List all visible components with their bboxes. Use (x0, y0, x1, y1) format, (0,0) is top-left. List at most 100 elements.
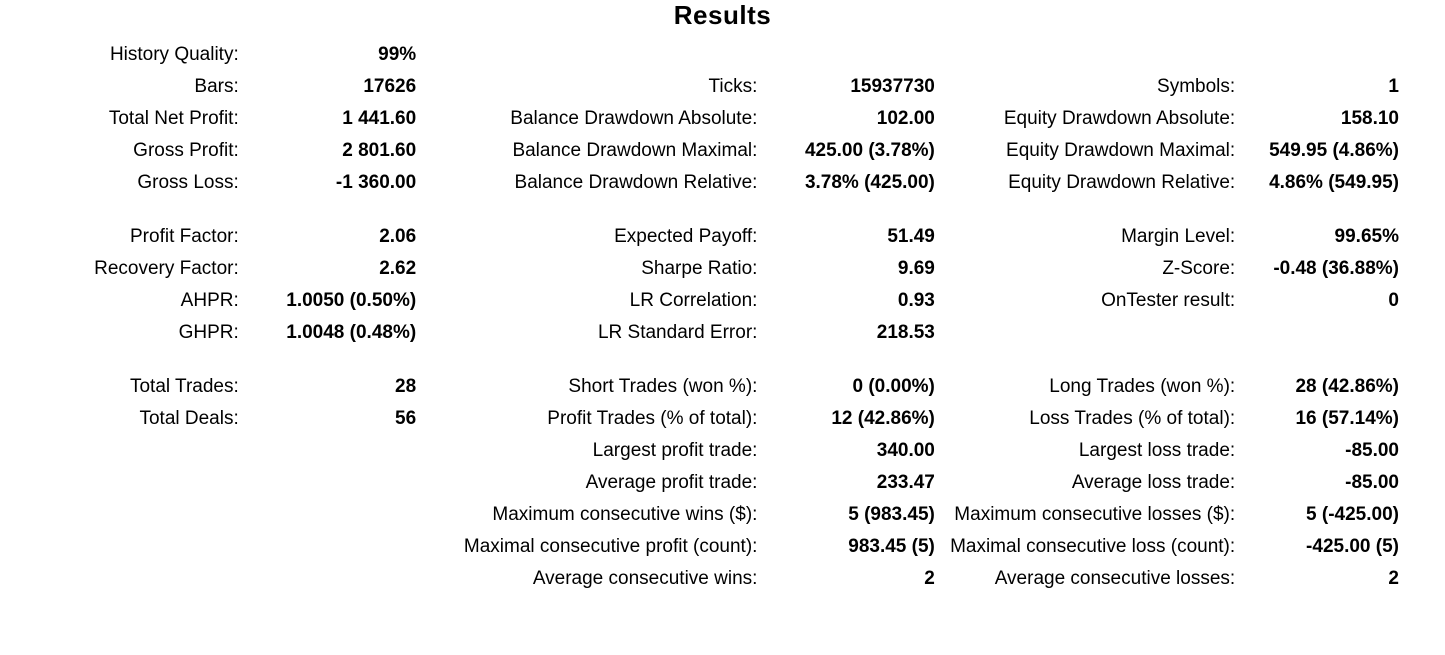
metric-value: 28 (245, 371, 422, 403)
metric-label (40, 467, 245, 499)
metric-label (40, 563, 245, 595)
metric-label: Sharpe Ratio: (422, 253, 763, 285)
results-row: Total Trades:28Short Trades (won %):0 (0… (40, 371, 1405, 403)
metric-value: 2 (1241, 563, 1405, 595)
results-row: Largest profit trade:340.00Largest loss … (40, 435, 1405, 467)
metric-label (40, 435, 245, 467)
metric-label: Maximal consecutive loss (count): (941, 531, 1241, 563)
metric-value (1241, 317, 1405, 349)
metric-label: Average loss trade: (941, 467, 1241, 499)
metric-value (245, 499, 422, 531)
metric-label: AHPR: (40, 285, 245, 317)
results-row: Gross Loss:-1 360.00Balance Drawdown Rel… (40, 167, 1405, 199)
metric-label: Profit Factor: (40, 221, 245, 253)
metric-label: LR Standard Error: (422, 317, 763, 349)
section-spacer (40, 199, 1405, 221)
metric-label: History Quality: (40, 39, 245, 71)
metric-label: Equity Drawdown Absolute: (941, 103, 1241, 135)
metric-value: -85.00 (1241, 435, 1405, 467)
metric-value: 425.00 (3.78%) (763, 135, 940, 167)
results-row: Average profit trade:233.47Average loss … (40, 467, 1405, 499)
metric-label (941, 317, 1241, 349)
metric-label: Profit Trades (% of total): (422, 403, 763, 435)
results-row: Bars:17626Ticks:15937730Symbols:1 (40, 71, 1405, 103)
metric-label: Equity Drawdown Relative: (941, 167, 1241, 199)
metric-value: 158.10 (1241, 103, 1405, 135)
metric-label: Average consecutive wins: (422, 563, 763, 595)
metric-value: 2 (763, 563, 940, 595)
results-table: History Quality:99%Bars:17626Ticks:15937… (40, 39, 1405, 595)
metric-value: -1 360.00 (245, 167, 422, 199)
results-report: Results History Quality:99%Bars:17626Tic… (0, 0, 1445, 625)
metric-value: 983.45 (5) (763, 531, 940, 563)
metric-value: -425.00 (5) (1241, 531, 1405, 563)
results-row: Maximum consecutive wins ($):5 (983.45)M… (40, 499, 1405, 531)
metric-label (40, 499, 245, 531)
metric-label (422, 39, 763, 71)
metric-value: 16 (57.14%) (1241, 403, 1405, 435)
metric-value (245, 531, 422, 563)
metric-label: Gross Profit: (40, 135, 245, 167)
metric-label: Average consecutive losses: (941, 563, 1241, 595)
metric-value (245, 435, 422, 467)
metric-value: 0.93 (763, 285, 940, 317)
metric-value: 99.65% (1241, 221, 1405, 253)
metric-value: 2.06 (245, 221, 422, 253)
metric-value: -85.00 (1241, 467, 1405, 499)
metric-label: LR Correlation: (422, 285, 763, 317)
metric-value: 1.0050 (0.50%) (245, 285, 422, 317)
metric-value (763, 39, 940, 71)
metric-label: Total Trades: (40, 371, 245, 403)
metric-value: 56 (245, 403, 422, 435)
section-spacer (40, 349, 1405, 371)
results-row: Gross Profit:2 801.60Balance Drawdown Ma… (40, 135, 1405, 167)
metric-value: 2 801.60 (245, 135, 422, 167)
metric-label: Maximum consecutive wins ($): (422, 499, 763, 531)
results-row: GHPR:1.0048 (0.48%)LR Standard Error:218… (40, 317, 1405, 349)
metric-label: Equity Drawdown Maximal: (941, 135, 1241, 167)
metric-value: 2.62 (245, 253, 422, 285)
metric-label (40, 531, 245, 563)
results-row: History Quality:99% (40, 39, 1405, 71)
results-row: Total Deals:56Profit Trades (% of total)… (40, 403, 1405, 435)
metric-value: 218.53 (763, 317, 940, 349)
metric-value (1241, 39, 1405, 71)
metric-value: 5 (983.45) (763, 499, 940, 531)
metric-label: Balance Drawdown Relative: (422, 167, 763, 199)
results-table-body: History Quality:99%Bars:17626Ticks:15937… (40, 39, 1405, 595)
metric-label: Loss Trades (% of total): (941, 403, 1241, 435)
metric-label: Maximum consecutive losses ($): (941, 499, 1241, 531)
metric-value (245, 563, 422, 595)
metric-label: GHPR: (40, 317, 245, 349)
metric-value: 17626 (245, 71, 422, 103)
metric-label: Ticks: (422, 71, 763, 103)
metric-label: Recovery Factor: (40, 253, 245, 285)
metric-value: 340.00 (763, 435, 940, 467)
metric-label: Total Net Profit: (40, 103, 245, 135)
metric-value: 4.86% (549.95) (1241, 167, 1405, 199)
metric-value: 1 (1241, 71, 1405, 103)
metric-label: Short Trades (won %): (422, 371, 763, 403)
metric-value: 5 (-425.00) (1241, 499, 1405, 531)
metric-label (941, 39, 1241, 71)
metric-value: 9.69 (763, 253, 940, 285)
metric-label: Margin Level: (941, 221, 1241, 253)
metric-label: Z-Score: (941, 253, 1241, 285)
results-row: Average consecutive wins:2Average consec… (40, 563, 1405, 595)
page-title: Results (40, 0, 1405, 31)
metric-value: -0.48 (36.88%) (1241, 253, 1405, 285)
metric-label: Maximal consecutive profit (count): (422, 531, 763, 563)
metric-label: Total Deals: (40, 403, 245, 435)
metric-value: 3.78% (425.00) (763, 167, 940, 199)
results-row: AHPR:1.0050 (0.50%)LR Correlation:0.93On… (40, 285, 1405, 317)
metric-value: 0 (0.00%) (763, 371, 940, 403)
results-row: Maximal consecutive profit (count):983.4… (40, 531, 1405, 563)
metric-value: 549.95 (4.86%) (1241, 135, 1405, 167)
metric-value (245, 467, 422, 499)
results-row: Recovery Factor:2.62Sharpe Ratio:9.69Z-S… (40, 253, 1405, 285)
metric-label: Bars: (40, 71, 245, 103)
metric-label: Average profit trade: (422, 467, 763, 499)
metric-label: Long Trades (won %): (941, 371, 1241, 403)
metric-label: Symbols: (941, 71, 1241, 103)
metric-value: 28 (42.86%) (1241, 371, 1405, 403)
